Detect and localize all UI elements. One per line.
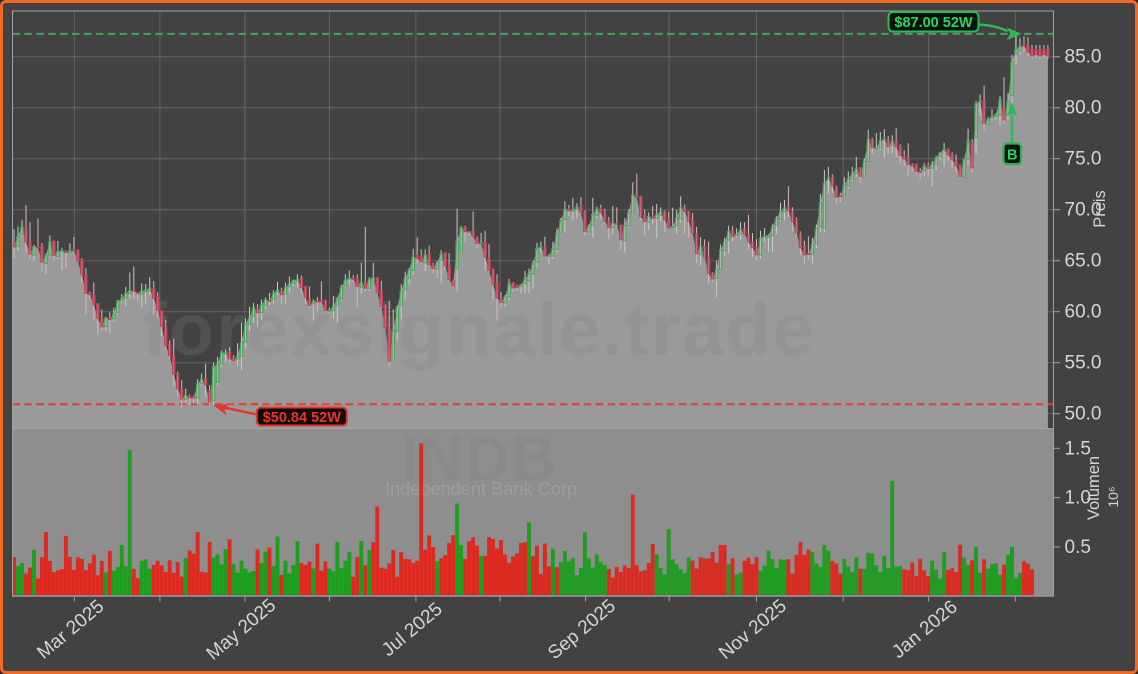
svg-text:Independent Bank Corp: Independent Bank Corp — [385, 479, 577, 499]
svg-text:75.0: 75.0 — [1065, 149, 1102, 170]
svg-text:B: B — [1007, 148, 1017, 164]
svg-text:65.0: 65.0 — [1065, 251, 1102, 272]
svg-text:Volumen: Volumen — [1085, 456, 1103, 520]
svg-text:0.5: 0.5 — [1065, 537, 1091, 558]
svg-text:85.0: 85.0 — [1065, 47, 1102, 68]
svg-text:Preis: Preis — [1091, 190, 1109, 228]
svg-text:forexsignale.trade: forexsignale.trade — [142, 288, 815, 371]
svg-text:10⁶: 10⁶ — [1105, 486, 1121, 507]
svg-text:50.0: 50.0 — [1065, 404, 1102, 425]
svg-text:1.5: 1.5 — [1065, 438, 1091, 459]
svg-text:1.0: 1.0 — [1065, 488, 1091, 509]
svg-text:70.0: 70.0 — [1065, 200, 1102, 221]
svg-text:$87.00 52W: $87.00 52W — [894, 15, 973, 31]
svg-text:80.0: 80.0 — [1065, 98, 1102, 119]
svg-text:$50.84 52W: $50.84 52W — [263, 410, 342, 426]
svg-text:INDB: INDB — [400, 425, 558, 494]
svg-text:55.0: 55.0 — [1065, 353, 1102, 374]
svg-text:60.0: 60.0 — [1065, 302, 1102, 323]
